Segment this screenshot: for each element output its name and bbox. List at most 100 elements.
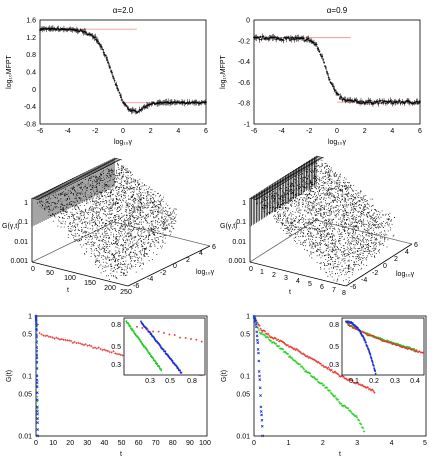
surface-point bbox=[302, 199, 303, 201]
surface-point bbox=[105, 228, 106, 229]
surface-point bbox=[52, 209, 53, 211]
surface-point bbox=[121, 185, 123, 187]
surface-point bbox=[312, 205, 313, 207]
surface-point bbox=[88, 209, 90, 211]
surface-point bbox=[290, 235, 291, 237]
surface-point bbox=[166, 225, 167, 226]
surface-point bbox=[291, 234, 293, 235]
surface-point bbox=[48, 206, 50, 207]
surface-point bbox=[115, 238, 117, 240]
surface-point bbox=[166, 221, 168, 222]
surface-point bbox=[118, 250, 119, 252]
x-axis-label: log₁₀γ bbox=[328, 139, 347, 146]
surface-point bbox=[83, 213, 85, 215]
surface-point bbox=[300, 231, 302, 233]
surface-point bbox=[150, 221, 152, 223]
surface-point bbox=[308, 197, 309, 199]
surface-point bbox=[162, 222, 163, 224]
surface-point bbox=[109, 174, 110, 176]
surface-point bbox=[100, 228, 101, 229]
surface-point bbox=[63, 226, 65, 228]
surface-point bbox=[139, 187, 140, 188]
surface-point bbox=[162, 241, 164, 243]
data-point bbox=[182, 101, 185, 104]
surface-point bbox=[368, 245, 370, 247]
surface-point bbox=[363, 237, 365, 239]
surface-point bbox=[307, 209, 309, 211]
surface-point bbox=[319, 243, 321, 245]
surface-point bbox=[136, 254, 138, 256]
surface-point bbox=[127, 271, 128, 273]
surface-point bbox=[290, 188, 292, 190]
surface-point bbox=[85, 239, 86, 240]
surface-point bbox=[117, 244, 118, 246]
surface-point bbox=[338, 211, 339, 212]
surface-point bbox=[336, 215, 338, 217]
surface-point bbox=[105, 200, 106, 201]
surface-point bbox=[329, 227, 331, 229]
surface-point bbox=[127, 245, 129, 247]
surface-point bbox=[286, 221, 288, 223]
surface-point bbox=[94, 223, 96, 224]
surface-point bbox=[44, 208, 46, 209]
surface-point bbox=[271, 195, 273, 197]
surface-point bbox=[302, 215, 303, 217]
surface-point bbox=[290, 218, 292, 220]
surface-point bbox=[333, 240, 335, 241]
surface-point bbox=[131, 215, 133, 217]
surface-point bbox=[108, 265, 109, 267]
surface-point bbox=[60, 194, 61, 196]
surface-point bbox=[77, 225, 78, 227]
surface-point bbox=[71, 222, 73, 224]
surface-point bbox=[55, 213, 56, 215]
surface-point bbox=[119, 264, 121, 265]
surface-point bbox=[125, 253, 127, 255]
surface-point bbox=[290, 204, 291, 206]
y-tick-label: 0 bbox=[246, 18, 250, 25]
data-point bbox=[106, 59, 109, 61]
surface-point bbox=[92, 229, 93, 231]
surface-point bbox=[138, 239, 139, 241]
surface-point bbox=[115, 203, 117, 205]
surface-point bbox=[360, 268, 362, 270]
surface-point bbox=[117, 175, 118, 177]
surface-point bbox=[58, 201, 59, 203]
surface-point bbox=[60, 213, 62, 215]
surface-point bbox=[99, 184, 100, 186]
surface-point bbox=[162, 239, 163, 241]
surface-point bbox=[152, 193, 154, 195]
surface-point bbox=[348, 225, 350, 227]
surface-point bbox=[127, 203, 129, 205]
surface-point bbox=[123, 176, 124, 178]
surface-point bbox=[340, 262, 342, 264]
surface-point bbox=[81, 246, 83, 248]
t-tick-labels: 0 50 100 150 200 250 bbox=[31, 266, 132, 296]
surface-point bbox=[344, 256, 346, 257]
surface-point bbox=[362, 252, 364, 254]
surface-point bbox=[128, 224, 130, 226]
surface-point bbox=[366, 255, 368, 257]
surface-point bbox=[141, 223, 142, 225]
surface-point bbox=[134, 261, 135, 262]
surface-point bbox=[288, 186, 290, 187]
surface-point bbox=[105, 261, 107, 263]
surface-point bbox=[282, 206, 284, 208]
data-point bbox=[409, 101, 412, 104]
surface-point bbox=[135, 246, 136, 248]
t-tick-label: 4 bbox=[296, 278, 300, 285]
surface-point bbox=[266, 205, 268, 207]
surface-point bbox=[73, 221, 74, 223]
surface-point bbox=[139, 215, 141, 216]
surface-point bbox=[129, 254, 131, 255]
surface-point bbox=[369, 240, 371, 241]
surface-point bbox=[90, 245, 92, 247]
surface-point bbox=[125, 180, 126, 182]
surface-point bbox=[131, 205, 132, 206]
surface-point bbox=[324, 239, 326, 240]
data-point bbox=[390, 100, 393, 103]
surface-point bbox=[284, 228, 286, 229]
surface-point bbox=[315, 245, 316, 247]
surface-point bbox=[164, 221, 165, 223]
surface-point bbox=[375, 243, 376, 245]
y-tick-label: 0 bbox=[32, 87, 36, 94]
